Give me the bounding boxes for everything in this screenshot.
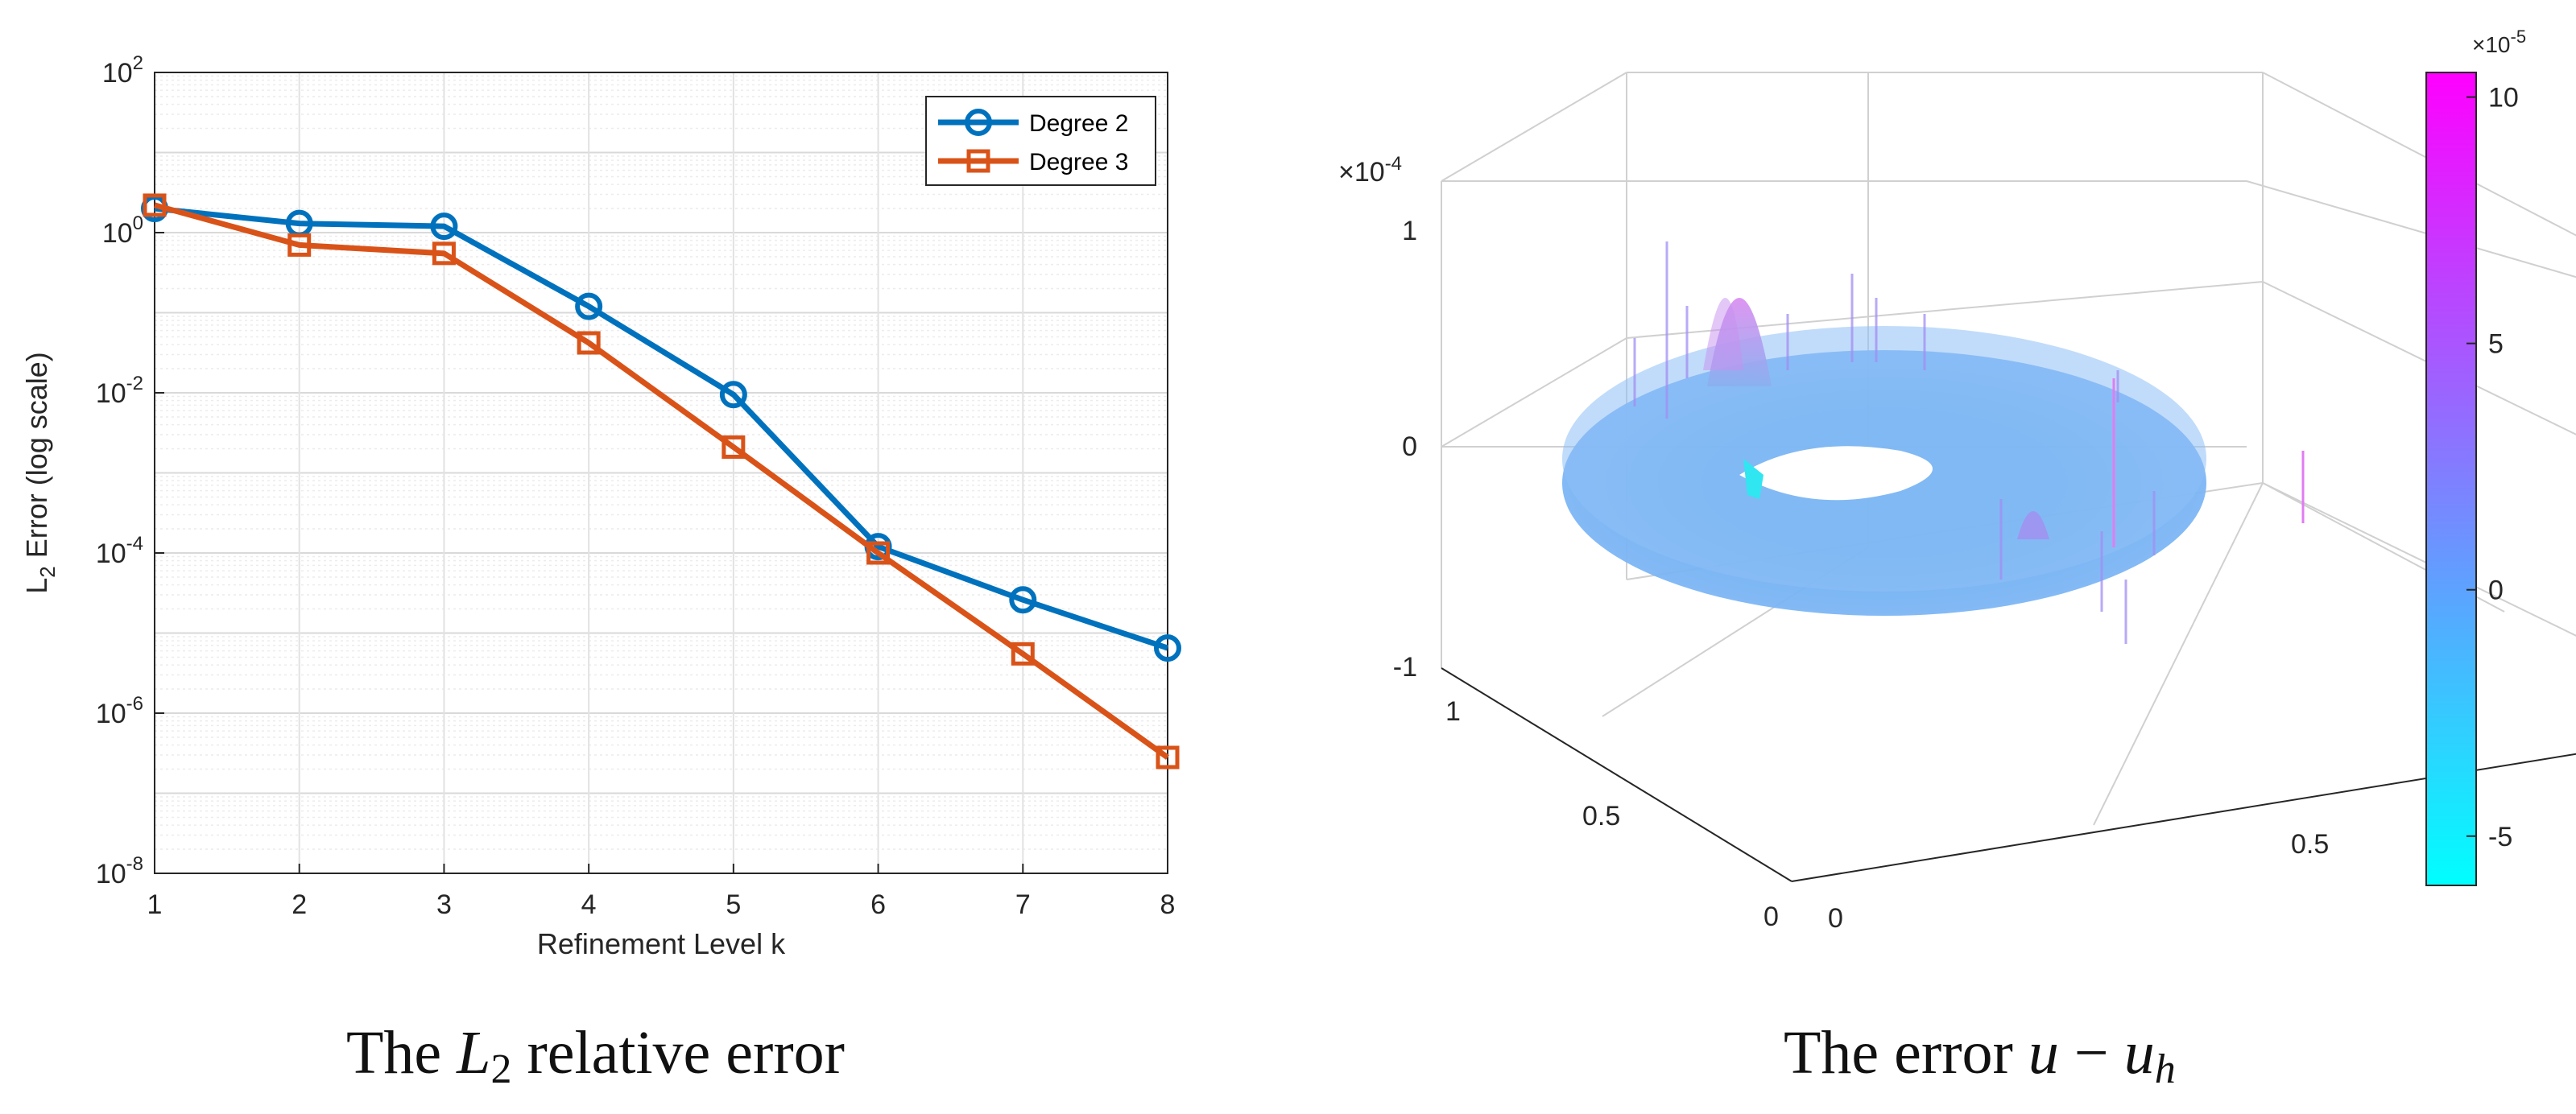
data-point xyxy=(577,331,601,355)
right-caption: The error u − uh xyxy=(1784,1019,2176,1092)
x-tick-label: 1 xyxy=(147,889,163,920)
y-tick-label: 102 xyxy=(102,52,143,89)
x-tick-label: 5 xyxy=(726,889,741,920)
data-point xyxy=(866,541,891,565)
data-series xyxy=(141,193,1181,769)
colorbar-tick-label: 0 xyxy=(2488,576,2504,606)
colorbar-tick-label: 5 xyxy=(2488,329,2504,360)
chart-grid xyxy=(154,72,1168,874)
y-tick-label: 100 xyxy=(102,212,143,249)
axis-ticks: 1 2 3 4 5 6 7 8 102 100 10-2 10-4 10-6 10-8 xyxy=(96,52,1176,920)
x-tick-label: 7 xyxy=(1015,889,1031,920)
error-surface xyxy=(1562,241,2305,644)
x-axis-label: Refinement Level k xyxy=(537,927,786,960)
legend-label: Degree 3 xyxy=(1029,149,1128,175)
data-point xyxy=(1011,642,1035,666)
series-line xyxy=(154,202,1170,760)
data-point xyxy=(1154,634,1181,662)
y-axis-label-sub: 2 xyxy=(35,566,60,577)
colorbar-multiplier: ×10-5 xyxy=(2472,27,2526,57)
data-point xyxy=(1156,745,1180,769)
legend-marker xyxy=(966,149,990,173)
z-tick-label: 0 xyxy=(1402,431,1417,462)
colorbar-tick-label: 10 xyxy=(2488,83,2519,113)
x-tick-label: 6 xyxy=(870,889,886,920)
x-tick-label: 8 xyxy=(1160,889,1176,920)
data-point xyxy=(575,292,603,320)
x-tick-label: 3 xyxy=(436,889,452,920)
x-tick-label: 0 xyxy=(1764,902,1779,932)
y-tick-label: 10-6 xyxy=(96,693,143,729)
data-point xyxy=(1009,586,1037,614)
z-tick-label: 1 xyxy=(1402,216,1417,246)
y-axis-label-rest: Error (log scale) xyxy=(20,352,53,566)
colorbar: ×10-5 10 5 0 -5 xyxy=(2425,27,2526,886)
x-tick-label: 1 xyxy=(1445,696,1461,727)
z-multiplier: ×10-4 xyxy=(1338,153,1402,188)
data-point xyxy=(143,193,167,217)
y-tick-label: 0.5 xyxy=(2291,829,2329,860)
x-tick-label: 0.5 xyxy=(1582,801,1620,831)
legend-label: Degree 2 xyxy=(1029,110,1128,137)
colorbar-ticks: 10 5 0 -5 xyxy=(2466,83,2519,852)
convergence-chart-panel: 1 2 3 4 5 6 7 8 102 100 10-2 10-4 10-6 10-8 Refinemen… xyxy=(20,52,1181,960)
x-tick-label: 4 xyxy=(581,889,597,920)
data-point xyxy=(722,435,746,459)
y-tick-label: 10-8 xyxy=(96,853,143,889)
axes-box xyxy=(154,72,1168,874)
left-caption: The L2 relative error xyxy=(346,1019,845,1092)
error-surface-chart: ×10-4 1 0 -1 1 0.5 0 0 0.5 1 ×10-5 1050-… xyxy=(1338,27,2576,934)
chart-legend: Degree 2 Degree 3 xyxy=(925,96,1156,186)
y-tick-label: 0 xyxy=(1828,903,1843,934)
y-tick-label: 10-2 xyxy=(96,373,143,409)
colorbar-tick-label: -5 xyxy=(2488,822,2512,852)
data-point xyxy=(287,233,312,257)
y-axis-label-main: L xyxy=(20,578,53,594)
convergence-chart: 1 2 3 4 5 6 7 8 102 100 10-2 10-4 10-6 10-8 Refinemen… xyxy=(20,52,1181,960)
legend-marker xyxy=(965,109,992,136)
axes-3d-front xyxy=(1441,667,2576,882)
error-surface-panel: ×10-4 1 0 -1 1 0.5 0 0 0.5 1 ×10-5 1050-… xyxy=(1288,0,2576,1114)
x-tick-label: 2 xyxy=(292,889,307,920)
data-point xyxy=(432,241,456,266)
z-tick-label: -1 xyxy=(1393,652,1417,683)
y-tick-label: 10-4 xyxy=(96,533,143,569)
data-point xyxy=(719,381,747,409)
colorbar-gradient xyxy=(2425,72,2477,886)
series-line xyxy=(154,205,1169,651)
legend-box xyxy=(925,96,1156,186)
y-axis-label: L2 Error (log scale) xyxy=(20,352,60,594)
data-point xyxy=(430,212,458,241)
